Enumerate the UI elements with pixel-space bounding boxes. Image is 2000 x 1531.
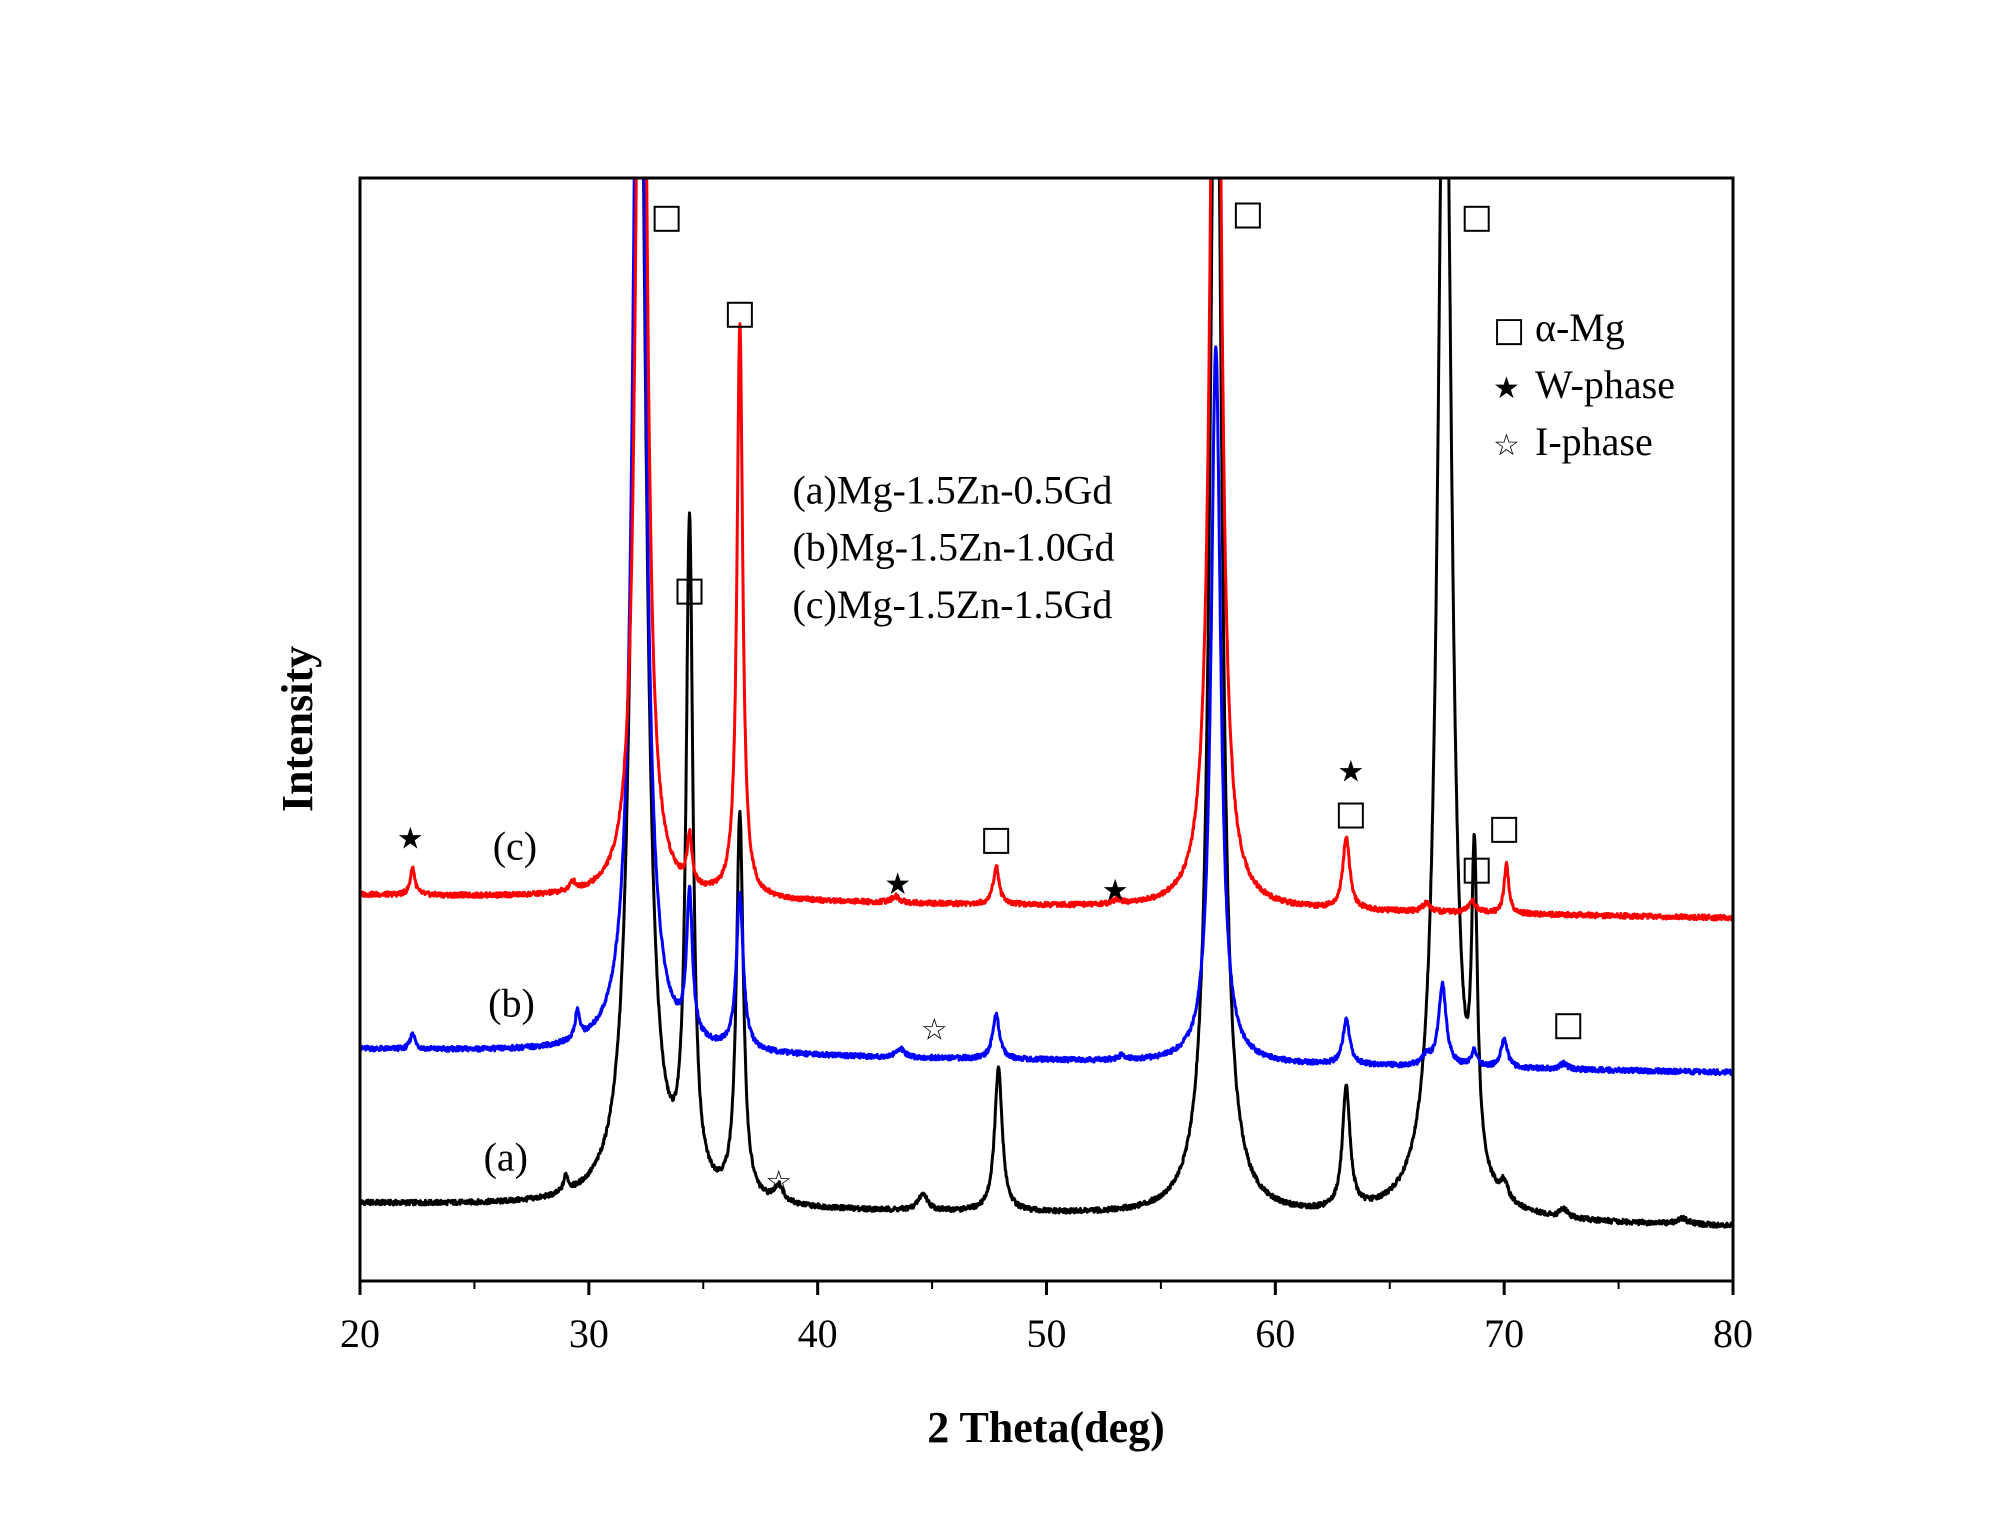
- legend-i-phase-symbol: ☆: [1493, 428, 1520, 463]
- alpha-mg-marker: [653, 205, 680, 232]
- alpha-mg-marker: [1491, 816, 1518, 843]
- series-line-a: [360, 178, 1733, 1229]
- legend-w-phase-symbol: ★: [1493, 371, 1520, 406]
- sample-c-description: (c)Mg-1.5Zn-1.5Gd: [792, 582, 1112, 627]
- alpha-mg-marker: [1234, 202, 1261, 229]
- x-axis-title: 2 Theta(deg): [927, 1403, 1165, 1452]
- sample-a-description: (a)Mg-1.5Zn-0.5Gd: [792, 467, 1112, 512]
- x-tick-label: 70: [1484, 1311, 1524, 1356]
- i-phase-marker: ☆: [921, 1012, 948, 1047]
- plot-frame: [358, 176, 1735, 1283]
- alpha-mg-marker: [676, 578, 703, 605]
- w-phase-marker: ★: [1102, 873, 1129, 908]
- w-phase-marker: ★: [884, 867, 911, 902]
- curve-label-b: (b): [488, 980, 535, 1025]
- alpha-mg-marker: [726, 301, 753, 328]
- w-phase-marker: ★: [397, 822, 424, 857]
- sample-b-description: (b)Mg-1.5Zn-1.0Gd: [792, 525, 1114, 570]
- legend-alpha-mg-symbol: □: [1493, 310, 1525, 350]
- x-tick-label: 40: [798, 1311, 838, 1356]
- legend-alpha-mg-label: α-Mg: [1535, 305, 1625, 350]
- w-phase-marker: ★: [1337, 754, 1364, 789]
- legend: □ α-Mg ★ W-phase ☆ I-phase: [1493, 305, 1675, 464]
- legend-w-phase-label: W-phase: [1535, 362, 1675, 407]
- curve-labels: (a) (b) (c): [484, 824, 538, 1180]
- x-tick-label: 20: [340, 1311, 380, 1356]
- series-line-c: [360, 178, 1733, 922]
- x-tick-label: 30: [569, 1311, 609, 1356]
- x-tick-label: 60: [1255, 1311, 1295, 1356]
- alpha-mg-marker: [1463, 857, 1490, 884]
- i-phase-marker: ☆: [765, 1165, 792, 1200]
- y-axis-title: Intensity: [273, 646, 322, 812]
- legend-i-phase-label: I-phase: [1535, 419, 1653, 464]
- sample-description: (a)Mg-1.5Zn-0.5Gd (b)Mg-1.5Zn-1.0Gd (c)M…: [792, 467, 1114, 627]
- alpha-mg-marker: [1555, 1013, 1582, 1040]
- curve-label-c: (c): [493, 824, 537, 869]
- series-line-b: [360, 178, 1733, 1077]
- curve-label-a: (a): [484, 1135, 528, 1180]
- alpha-mg-marker: [1463, 205, 1490, 232]
- alpha-mg-marker: [983, 827, 1010, 854]
- x-tick-label: 50: [1027, 1311, 1067, 1356]
- alpha-mg-marker: [1337, 802, 1364, 829]
- x-tick-label: 80: [1713, 1311, 1753, 1356]
